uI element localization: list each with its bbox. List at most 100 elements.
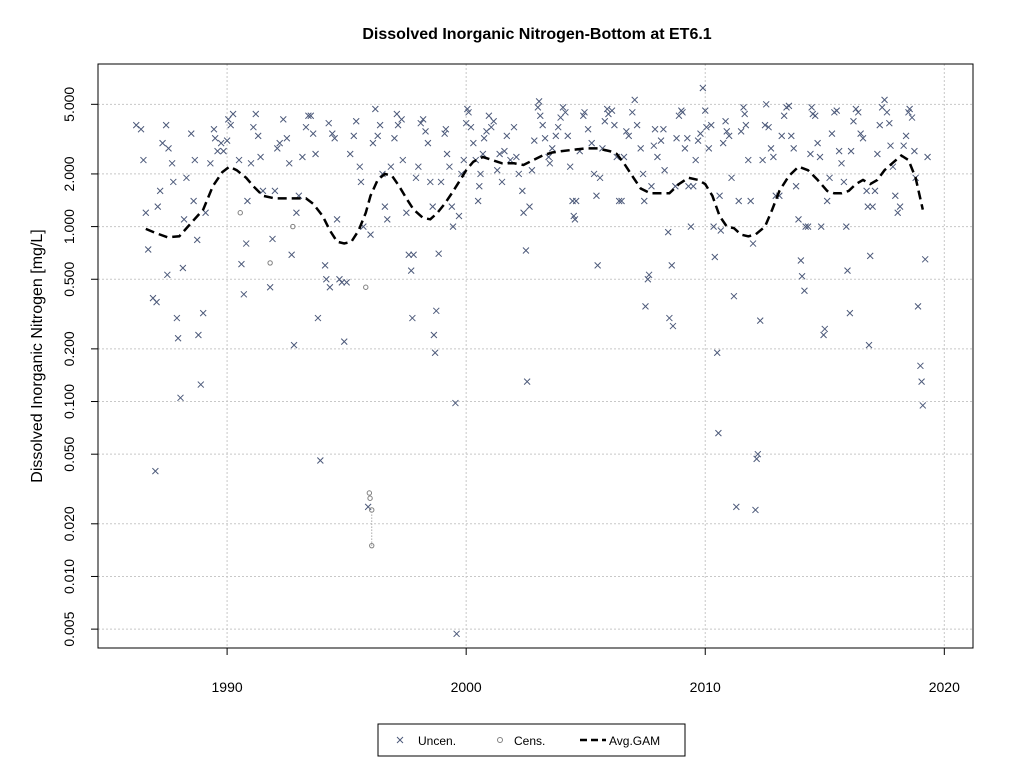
data-point-uncen xyxy=(235,156,243,164)
data-point-uncen xyxy=(174,334,182,342)
data-point-uncen xyxy=(391,134,398,142)
data-point-uncen xyxy=(735,197,743,205)
data-point-uncen xyxy=(316,457,324,464)
data-point-uncen xyxy=(460,156,468,164)
data-point-uncen xyxy=(823,197,831,205)
data-point-uncen xyxy=(273,145,281,152)
data-point-uncen xyxy=(321,262,329,269)
chart-title: Dissolved Inorganic Nitrogen-Bottom at E… xyxy=(362,26,711,43)
data-point-uncen xyxy=(778,132,786,140)
data-point-uncen xyxy=(381,203,389,211)
data-point-uncen xyxy=(220,147,227,155)
data-point-uncen xyxy=(513,153,520,161)
legend-uncen-marker-icon xyxy=(396,736,404,744)
data-point-uncen xyxy=(644,275,652,283)
data-point-uncen xyxy=(541,134,549,142)
data-point-uncen xyxy=(770,153,777,161)
data-point-uncen xyxy=(588,139,596,147)
data-point-uncen xyxy=(271,187,279,195)
uncensored-points xyxy=(132,84,931,638)
data-point-uncen xyxy=(669,322,677,330)
data-point-uncen xyxy=(816,153,824,161)
data-point-uncen xyxy=(835,147,843,155)
data-point-uncen xyxy=(162,121,170,129)
data-point-uncen xyxy=(536,112,544,120)
data-point-uncen xyxy=(340,338,348,345)
data-point-uncen xyxy=(539,121,547,129)
data-point-cens xyxy=(290,223,296,230)
data-point-uncen xyxy=(376,121,384,129)
data-point-uncen xyxy=(749,240,757,247)
data-point-uncen xyxy=(545,153,553,161)
data-point-uncen xyxy=(737,128,745,135)
data-point-uncen xyxy=(639,170,647,178)
data-point-uncen xyxy=(914,302,922,310)
data-point-uncen xyxy=(840,178,848,186)
data-point-uncen xyxy=(356,163,364,171)
data-point-uncen xyxy=(719,139,727,147)
data-point-uncen xyxy=(223,137,231,144)
data-point-uncen xyxy=(302,123,310,131)
data-point-uncen xyxy=(424,139,432,147)
data-point-uncen xyxy=(785,102,793,110)
data-point-uncen xyxy=(197,381,205,388)
data-point-uncen xyxy=(325,119,333,127)
data-point-uncen xyxy=(594,262,602,269)
data-point-uncen xyxy=(874,150,881,158)
data-point-uncen xyxy=(590,170,598,178)
data-point-uncen xyxy=(871,187,879,195)
data-point-uncen xyxy=(387,163,395,171)
data-point-uncen xyxy=(740,104,747,111)
data-point-uncen xyxy=(187,130,195,137)
data-point-cens xyxy=(237,210,243,216)
data-point-uncen xyxy=(371,105,379,113)
data-point-uncen xyxy=(584,125,592,133)
data-point-uncen xyxy=(352,117,360,125)
data-point-uncen xyxy=(383,215,391,223)
data-point-uncen xyxy=(496,150,503,158)
data-point-uncen xyxy=(631,96,639,104)
data-point-uncen xyxy=(637,145,645,152)
data-point-uncen xyxy=(229,110,237,118)
data-point-uncen xyxy=(826,174,833,182)
data-point-uncen xyxy=(474,197,482,205)
data-point-uncen xyxy=(754,450,762,458)
legend-box xyxy=(377,723,686,757)
gam-line-group xyxy=(145,147,925,245)
y-tick-label: 0.020 xyxy=(61,506,77,541)
data-point-uncen xyxy=(716,192,723,200)
data-point-uncen xyxy=(357,178,365,186)
data-point-uncen xyxy=(894,209,902,217)
data-point-uncen xyxy=(625,132,633,140)
data-point-uncen xyxy=(266,283,274,291)
data-point-uncen xyxy=(854,108,862,116)
y-tick-label: 0.500 xyxy=(61,262,77,297)
data-point-uncen xyxy=(159,139,166,147)
data-point-uncen xyxy=(412,174,420,182)
data-point-uncen xyxy=(807,150,814,158)
data-point-uncen xyxy=(817,223,825,230)
data-point-uncen xyxy=(846,309,854,317)
grid-lines xyxy=(98,64,973,648)
data-point-uncen xyxy=(790,145,798,152)
data-point-uncen xyxy=(546,159,554,167)
data-point-uncen xyxy=(865,341,873,349)
data-point-uncen xyxy=(797,257,805,264)
data-point-uncen xyxy=(730,292,738,300)
data-point-uncen xyxy=(346,150,354,158)
data-point-uncen xyxy=(692,156,700,164)
data-point-uncen xyxy=(552,132,560,140)
data-point-uncen xyxy=(417,119,425,127)
data-point-uncen xyxy=(833,107,841,115)
y-tick-label: 0.050 xyxy=(61,436,77,471)
data-point-uncen xyxy=(615,197,623,205)
data-point-uncen xyxy=(169,178,177,186)
data-point-uncen xyxy=(887,142,894,150)
data-point-uncen xyxy=(493,166,501,174)
data-point-cens xyxy=(369,542,375,549)
data-point-uncen xyxy=(367,231,374,238)
data-point-uncen xyxy=(422,128,429,135)
data-point-uncen xyxy=(140,156,147,164)
data-point-uncen xyxy=(338,278,346,286)
